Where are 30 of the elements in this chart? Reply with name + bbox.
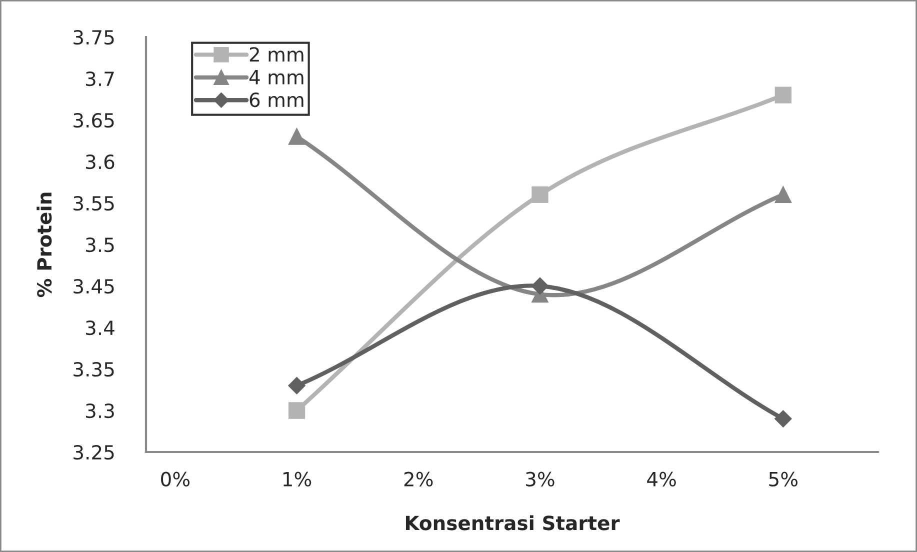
x-tick-label: 5% bbox=[769, 472, 798, 486]
y-tick-label: 3.75 bbox=[74, 30, 114, 45]
point bbox=[774, 410, 792, 428]
y-tick-label: 3.65 bbox=[74, 112, 114, 128]
x-tick-label: 3% bbox=[526, 472, 554, 486]
y-tick-label: 3.4 bbox=[86, 320, 114, 336]
y-tick-label: 3.55 bbox=[74, 196, 114, 211]
point bbox=[774, 186, 792, 204]
point bbox=[288, 402, 306, 419]
legend-label: 4 mm bbox=[249, 70, 304, 84]
legend-label: 6 mm bbox=[250, 92, 304, 108]
point bbox=[288, 377, 306, 394]
y-tick-label: 3.25 bbox=[74, 444, 114, 460]
x-tick-label: 2% bbox=[404, 472, 433, 486]
x-tick-label: 4% bbox=[647, 472, 676, 486]
point bbox=[774, 86, 792, 104]
x-axis-title: Konsentrasi Starter bbox=[406, 515, 620, 530]
x-tick-label: 0% bbox=[161, 472, 190, 486]
y-axis-title: % Protein bbox=[36, 192, 52, 298]
point bbox=[288, 128, 306, 145]
point bbox=[532, 186, 548, 204]
y-tick-label: 3.35 bbox=[74, 362, 114, 377]
y-tick-label: 3.3 bbox=[86, 403, 114, 418]
y-tick-label: 3.7 bbox=[86, 71, 114, 86]
x-tick-label: 1% bbox=[283, 472, 312, 486]
y-tick-label: 3.6 bbox=[86, 154, 114, 170]
legend-label: 2 mm bbox=[250, 47, 304, 62]
y-tick-label: 3.45 bbox=[74, 278, 114, 294]
y-tick-label: 3.5 bbox=[86, 237, 114, 252]
point bbox=[531, 277, 549, 295]
